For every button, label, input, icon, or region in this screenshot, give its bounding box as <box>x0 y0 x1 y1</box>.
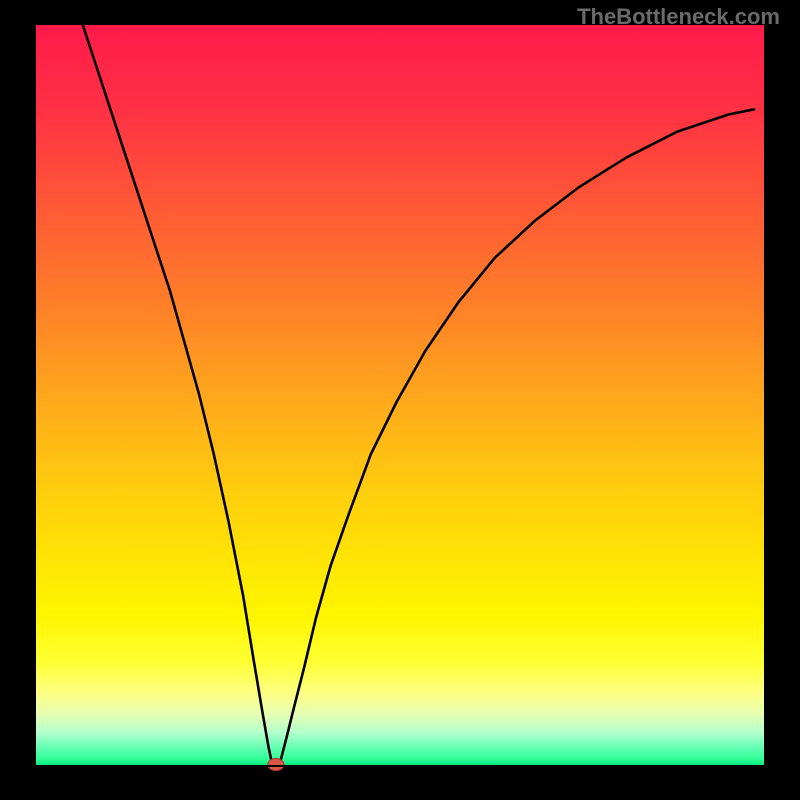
watermark-label: TheBottleneck.com <box>577 4 780 30</box>
optimal-point-marker <box>268 759 284 771</box>
bottleneck-chart <box>0 0 800 800</box>
